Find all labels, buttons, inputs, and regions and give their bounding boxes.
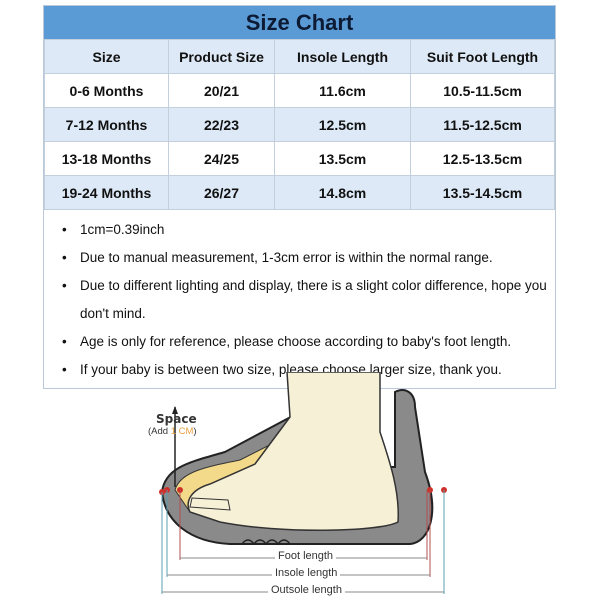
cell: 14.8cm <box>274 175 411 210</box>
note-item-continued: don't mind. <box>44 300 555 328</box>
table-row: 13-18 Months 24/25 13.5cm 12.5-13.5cm <box>44 141 555 176</box>
cell: 24/25 <box>168 141 275 176</box>
foot-length-label: Foot length <box>275 550 337 562</box>
header-row: Size Product Size Insole Length Suit Foo… <box>44 39 555 74</box>
chart-title: Size Chart <box>44 6 555 39</box>
add-prefix: (Add <box>148 426 171 437</box>
cell: 22/23 <box>168 107 275 142</box>
note-item: • Age is only for reference, please choos… <box>44 328 555 356</box>
bullet: • <box>62 362 67 377</box>
notes-list: • 1cm=0.39inch • Due to manual measurement… <box>44 210 555 388</box>
cell: 12.5cm <box>274 107 411 142</box>
note-text: Age is only for reference, please choose… <box>80 334 512 349</box>
cell: 13.5cm <box>274 141 411 176</box>
note-item: • Due to manual measurement, 1-3cm error … <box>44 244 555 272</box>
shoe-measurement-diagram: Space (Add 1 CM) Foot length Insole leng… <box>130 371 460 600</box>
table-row: 0-6 Months 20/21 11.6cm 10.5-11.5cm <box>44 73 555 108</box>
cell: 11.6cm <box>274 73 411 108</box>
insole-length-label: Insole length <box>272 567 341 579</box>
bullet: • <box>62 222 67 237</box>
bullet: • <box>62 334 67 349</box>
cell: 20/21 <box>168 73 275 108</box>
note-item: • If your baby is between two size, pleas… <box>44 356 555 384</box>
cell: 13-18 Months <box>44 141 169 176</box>
header-cell: Size <box>44 39 169 74</box>
table-row: 19-24 Months 26/27 14.8cm 13.5-14.5cm <box>44 175 555 210</box>
cell: 0-6 Months <box>44 73 169 108</box>
note-text: don't mind. <box>80 306 146 321</box>
header-cell: Suit Foot Length <box>410 39 555 74</box>
add-space-label: (Add 1 CM) <box>148 426 197 437</box>
outsole-length-label: Outsole length <box>268 584 345 596</box>
table-row: 7-12 Months 22/23 12.5cm 11.5-12.5cm <box>44 107 555 142</box>
cell: 13.5-14.5cm <box>410 175 555 210</box>
header-cell: Product Size <box>168 39 275 74</box>
size-table: Size Product Size Insole Length Suit Foo… <box>44 39 555 210</box>
shoe-foot-illustration <box>159 371 447 594</box>
cell: 11.5-12.5cm <box>410 107 555 142</box>
bullet: • <box>62 278 67 293</box>
note-text: If your baby is between two size, please… <box>80 362 502 377</box>
note-item: • Due to different lighting and display, … <box>44 272 555 300</box>
cell: 10.5-11.5cm <box>410 73 555 108</box>
size-chart: Size Chart Size Product Size Insole Leng… <box>43 5 556 389</box>
add-suffix: ) <box>193 426 197 437</box>
cell: 26/27 <box>168 175 275 210</box>
bullet: • <box>62 250 67 265</box>
space-label: Space <box>156 412 197 426</box>
note-item: • 1cm=0.39inch <box>44 216 555 244</box>
note-text: 1cm=0.39inch <box>80 222 165 237</box>
cell: 12.5-13.5cm <box>410 141 555 176</box>
cell: 7-12 Months <box>44 107 169 142</box>
header-cell: Insole Length <box>274 39 411 74</box>
note-text: Due to different lighting and display, t… <box>80 278 547 293</box>
note-text: Due to manual measurement, 1-3cm error i… <box>80 250 493 265</box>
add-value: 1 CM <box>170 426 194 437</box>
cell: 19-24 Months <box>44 175 169 210</box>
